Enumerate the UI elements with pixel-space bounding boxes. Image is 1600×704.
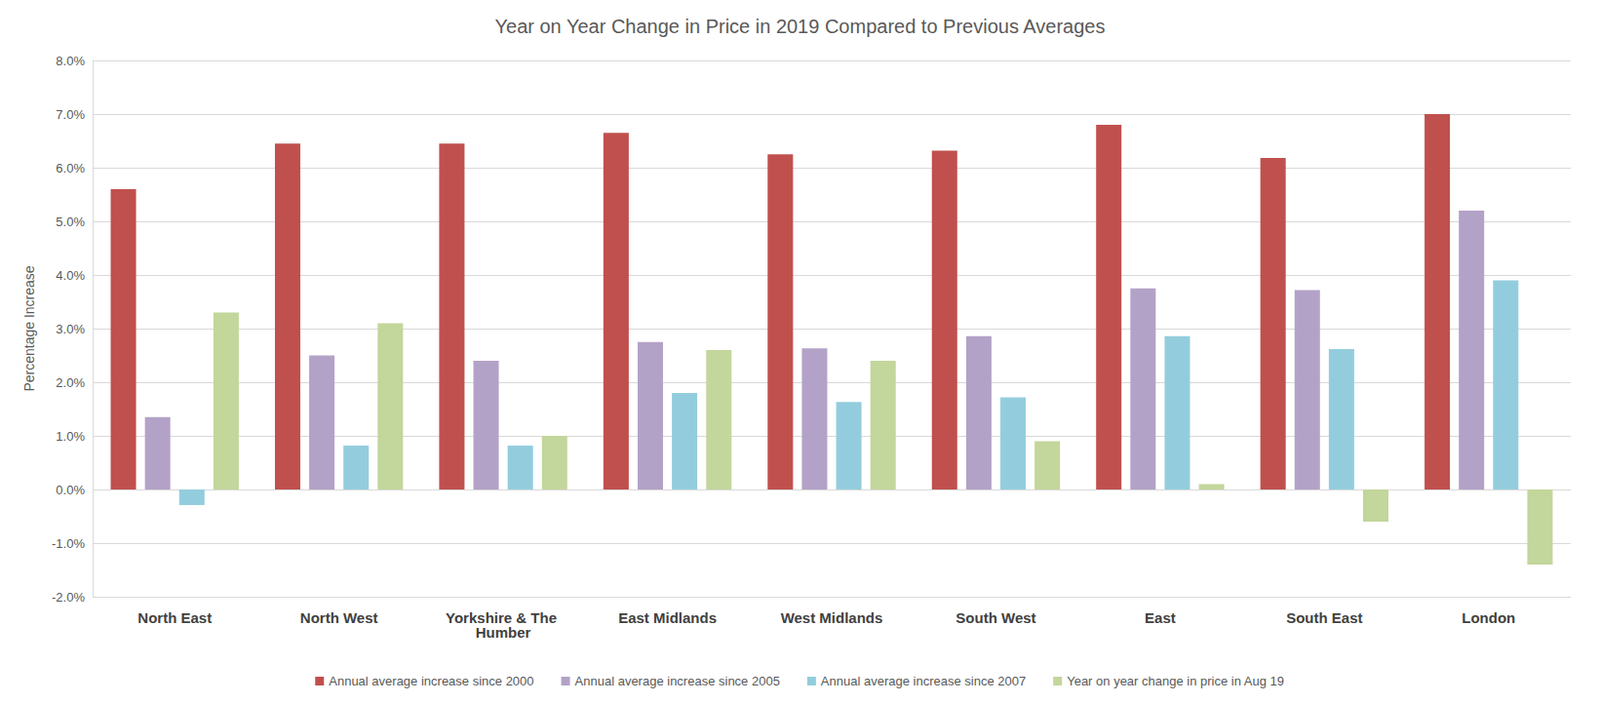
svg-text:East: East: [1144, 609, 1176, 626]
svg-text:North East: North East: [137, 609, 212, 626]
svg-text:Percentage Increase: Percentage Increase: [21, 265, 38, 391]
svg-text:4.0%: 4.0%: [55, 268, 85, 283]
svg-text:Yorkshire & The: Yorkshire & The: [445, 609, 561, 626]
svg-text:Annual average increase since: Annual average increase since 2005: [575, 673, 781, 689]
svg-text:3.0%: 3.0%: [55, 321, 85, 337]
svg-text:5.0%: 5.0%: [55, 214, 85, 230]
svg-text:London: London: [1461, 609, 1516, 626]
svg-text:East Midlands: East Midlands: [618, 609, 717, 626]
svg-text:7.0%: 7.0%: [55, 107, 85, 122]
svg-text:Annual average increase since: Annual average increase since 2007: [820, 673, 1026, 689]
svg-text:-2.0%: -2.0%: [51, 589, 85, 605]
svg-text:South West: South West: [955, 609, 1036, 626]
svg-text:South East: South East: [1286, 609, 1363, 626]
svg-text:West Midlands: West Midlands: [780, 609, 884, 626]
svg-text:1.0%: 1.0%: [55, 429, 85, 444]
svg-text:8.0%: 8.0%: [55, 53, 85, 69]
svg-text:6.0%: 6.0%: [55, 160, 85, 176]
svg-text:Humber: Humber: [475, 624, 532, 641]
svg-text:Annual average increase since: Annual average increase since 2000: [328, 673, 534, 689]
svg-text:-1.0%: -1.0%: [51, 536, 85, 551]
svg-text:0.0%: 0.0%: [55, 482, 85, 498]
svg-text:North West: North West: [300, 609, 379, 626]
svg-text:2.0%: 2.0%: [55, 375, 85, 391]
svg-text:Year on Year Change in Price i: Year on Year Change in Price in 2019 Com…: [495, 15, 1106, 38]
svg-text:Year on year change in price i: Year on year change in price in Aug 19: [1066, 673, 1285, 689]
